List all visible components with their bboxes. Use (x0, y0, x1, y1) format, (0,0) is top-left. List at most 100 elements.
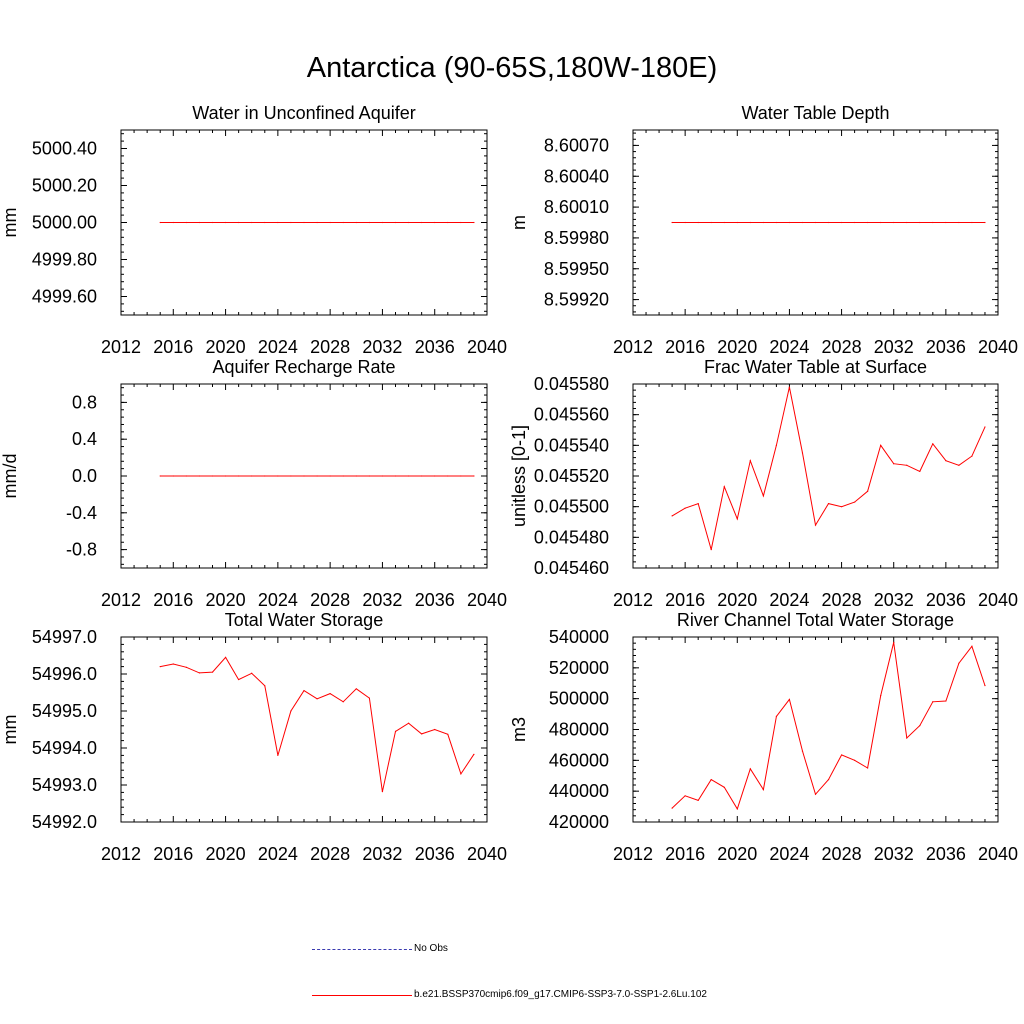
x-tick-label: 2028 (310, 844, 350, 864)
data-point (775, 715, 777, 717)
data-point (684, 795, 686, 797)
data-point (434, 221, 436, 224)
y-tick-label: 420000 (549, 812, 609, 832)
x-tick-label: 2036 (926, 844, 966, 864)
data-point (945, 460, 947, 462)
data-point (251, 221, 253, 224)
x-tick-label: 2012 (101, 844, 141, 864)
y-tick-label: 8.59920 (544, 290, 609, 310)
data-point (251, 672, 253, 674)
x-tick-label: 2020 (717, 337, 757, 357)
x-tick-label: 2028 (310, 337, 350, 357)
data-point (381, 791, 384, 793)
data-point (460, 773, 462, 775)
data-point (749, 221, 751, 224)
data-point (736, 518, 738, 520)
x-tick-label: 2024 (769, 844, 809, 864)
y-tick-label: 8.60070 (544, 135, 609, 155)
data-point (368, 697, 370, 699)
y-tick-label: 8.60010 (544, 197, 609, 217)
data-point (185, 221, 187, 224)
x-tick-label: 2020 (717, 844, 757, 864)
data-point (329, 475, 331, 477)
x-tick-label: 2032 (874, 590, 914, 610)
page-title: Antarctica (90-65S,180W-180E) (306, 52, 718, 84)
data-point (854, 759, 856, 761)
data-point (264, 221, 266, 224)
data-point (945, 700, 947, 702)
chart-title: River Channel Total Water Storage (677, 610, 954, 630)
chart-title: Water in Unconfined Aquifer (192, 103, 415, 123)
data-point (198, 221, 201, 224)
y-tick-label: -0.8 (66, 540, 97, 560)
data-point (460, 475, 462, 477)
data-point (671, 807, 673, 809)
data-point (185, 475, 187, 477)
data-point (854, 501, 856, 503)
y-tick-label: 0.045560 (534, 405, 609, 425)
x-tick-label: 2040 (978, 590, 1018, 610)
data-point (368, 475, 370, 477)
data-point (394, 221, 397, 224)
data-point (814, 524, 817, 526)
data-point (827, 779, 830, 781)
data-point (736, 808, 738, 810)
y-tick-label: 520000 (549, 658, 609, 678)
data-point (290, 221, 292, 224)
data-point (671, 221, 673, 224)
data-point (172, 475, 174, 477)
x-tick-label: 2040 (467, 844, 507, 864)
x-tick-label: 2020 (206, 337, 246, 357)
data-point (906, 221, 908, 224)
legend-obs-line (312, 949, 412, 950)
data-point (277, 754, 279, 757)
data-point (697, 503, 699, 505)
data-point (224, 221, 227, 224)
data-point (932, 443, 934, 445)
y-axis-label: m3 (509, 717, 529, 742)
data-point (723, 221, 725, 224)
x-tick-label: 2024 (258, 590, 298, 610)
data-point (342, 475, 344, 477)
data-point (329, 221, 331, 224)
data-point (303, 221, 305, 224)
data-point (434, 475, 436, 477)
data-point (172, 221, 174, 224)
data-point (919, 470, 921, 472)
data-point (251, 475, 253, 477)
data-point (971, 645, 973, 647)
data-point (840, 506, 843, 508)
data-point (159, 475, 161, 477)
y-axis-label: mm/d (0, 454, 20, 499)
data-point (355, 475, 357, 477)
y-tick-label: 0.8 (72, 392, 97, 412)
data-point (710, 221, 712, 224)
x-tick-label: 2028 (822, 844, 862, 864)
chart-title: Water Table Depth (741, 103, 889, 123)
data-point (723, 486, 725, 488)
data-point (394, 475, 397, 477)
data-point (381, 475, 384, 477)
data-point (434, 728, 436, 731)
data-point (867, 490, 869, 492)
data-point (814, 793, 817, 795)
data-point (801, 750, 804, 752)
y-tick-label: 0.045500 (534, 497, 609, 517)
data-point (723, 786, 725, 788)
data-point (893, 641, 895, 643)
data-point (407, 722, 410, 724)
data-point (958, 464, 960, 466)
data-point (945, 221, 947, 224)
data-point (316, 221, 318, 224)
data-point (788, 221, 791, 224)
x-tick-label: 2024 (769, 337, 809, 357)
legend-obs-label: No Obs (414, 943, 448, 954)
data-point (238, 475, 240, 477)
data-point (827, 221, 830, 224)
y-tick-label: 0.045520 (534, 466, 609, 486)
y-tick-label: 0.0 (72, 466, 97, 486)
data-point (159, 666, 161, 668)
x-tick-label: 2036 (415, 844, 455, 864)
data-point (867, 221, 869, 224)
